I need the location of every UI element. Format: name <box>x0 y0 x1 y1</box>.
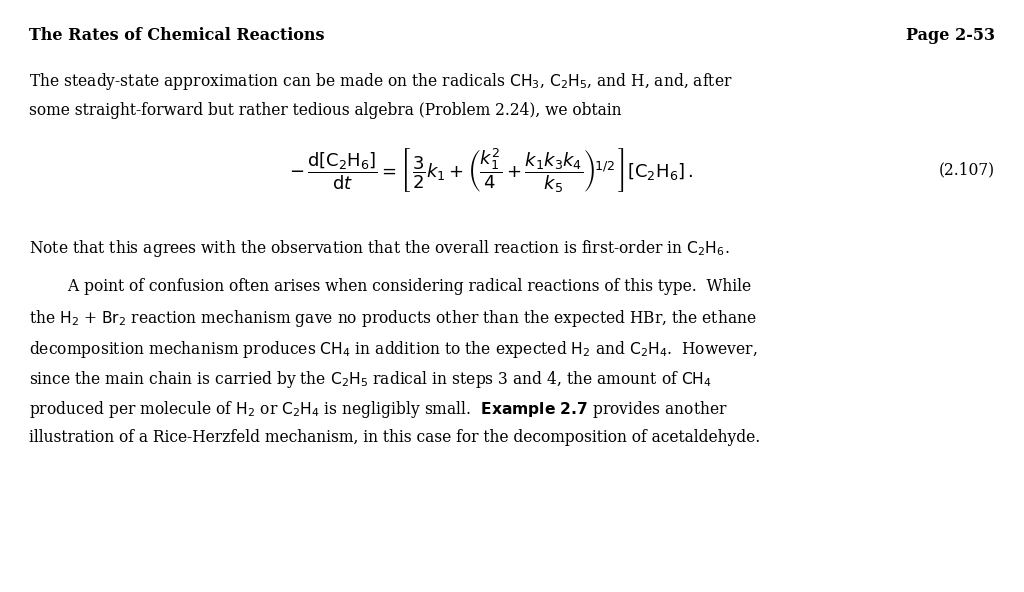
Text: (2.107): (2.107) <box>939 162 995 178</box>
Text: decomposition mechanism produces $\mathrm{CH_4}$ in addition to the expected $\m: decomposition mechanism produces $\mathr… <box>29 339 757 359</box>
Text: The Rates of Chemical Reactions: The Rates of Chemical Reactions <box>29 27 325 44</box>
Text: some straight-forward but rather tedious algebra (Problem 2.24), we obtain: some straight-forward but rather tedious… <box>29 102 622 119</box>
Text: illustration of a Rice-Herzfeld mechanism, in this case for the decomposition of: illustration of a Rice-Herzfeld mechanis… <box>29 429 760 446</box>
Text: Note that this agrees with the observation that the overall reaction is first-or: Note that this agrees with the observati… <box>29 238 729 259</box>
Text: Page 2-53: Page 2-53 <box>906 27 995 44</box>
Text: $-\,\dfrac{\mathrm{d[C_2H_6]}}{\mathrm{d}t} = \left[\,\dfrac{3}{2}k_1 + \left(\d: $-\,\dfrac{\mathrm{d[C_2H_6]}}{\mathrm{d… <box>290 146 693 194</box>
Text: A point of confusion often arises when considering radical reactions of this typ: A point of confusion often arises when c… <box>29 278 751 295</box>
Text: the $\mathrm{H_2}$ + $\mathrm{Br_2}$ reaction mechanism gave no products other t: the $\mathrm{H_2}$ + $\mathrm{Br_2}$ rea… <box>29 308 757 329</box>
Text: produced per molecule of $\mathrm{H_2}$ or $\mathrm{C_2H_4}$ is negligibly small: produced per molecule of $\mathrm{H_2}$ … <box>29 399 727 420</box>
Text: The steady-state approximation can be made on the radicals $\mathrm{CH_3}$, $\ma: The steady-state approximation can be ma… <box>29 71 732 92</box>
Text: since the main chain is carried by the $\mathrm{C_2H_5}$ radical in steps 3 and : since the main chain is carried by the $… <box>29 369 712 390</box>
